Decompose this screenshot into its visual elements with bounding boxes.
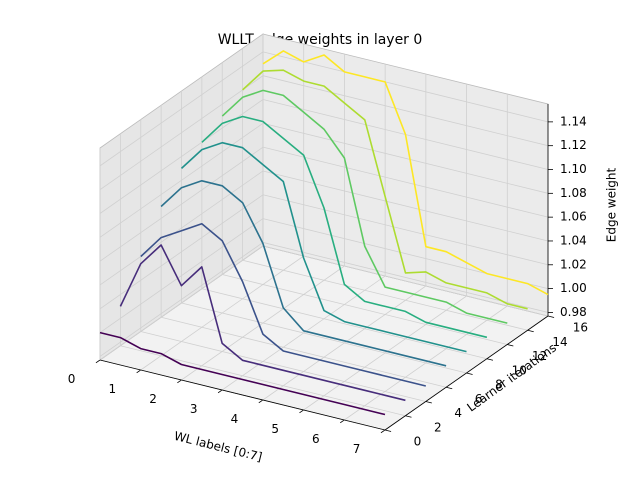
y-tick-label: 12 [532, 349, 547, 363]
z-tick-label: 1.12 [560, 138, 587, 152]
z-tick-label: 1.00 [560, 281, 587, 295]
series-line [140, 223, 426, 387]
grid-line [181, 302, 467, 374]
series-line [119, 244, 406, 402]
grid-line [99, 51, 264, 167]
x-tick-label: 6 [312, 432, 320, 446]
x-tick [258, 399, 264, 404]
x-axis-line [99, 359, 386, 431]
y-axis-line [384, 315, 549, 431]
z-tick-label: 1.10 [560, 162, 587, 176]
grid-line [140, 331, 426, 402]
x-tick [299, 409, 304, 414]
grid-line [99, 218, 264, 333]
x-tick-label: 3 [190, 402, 198, 416]
grid-line [242, 259, 528, 331]
y-tick-label: 10 [512, 363, 527, 377]
grid-line [99, 146, 264, 262]
grid-line [222, 274, 508, 345]
y-tick [547, 315, 555, 318]
x-tick-label: 7 [353, 442, 361, 456]
y-tick [405, 415, 412, 418]
z-tick-label: 1.02 [560, 257, 587, 271]
grid-line [99, 242, 264, 357]
series-line [262, 50, 549, 296]
y-tick-label: 6 [475, 392, 483, 406]
y-tick [486, 358, 494, 361]
grid-line [99, 75, 264, 191]
y-tick [446, 386, 453, 390]
grid-line [161, 316, 447, 388]
x-tick-label: 0 [68, 372, 76, 386]
x-tick [177, 379, 182, 384]
z-tick-label: 1.06 [560, 210, 587, 224]
y-tick [425, 401, 432, 404]
y-tick-label: 4 [454, 406, 462, 420]
z-tick-label: 1.14 [560, 114, 587, 128]
y-tick-label: 14 [552, 335, 567, 349]
x-tick [95, 359, 101, 364]
y-tick-label: 0 [414, 435, 422, 449]
y-tick-label: 8 [495, 378, 503, 392]
y-tick [507, 344, 514, 347]
y-tick [466, 372, 473, 375]
x-axis-label: WL labels [0:7] [173, 429, 264, 464]
z-tick-label: 1.08 [560, 186, 587, 200]
x-tick-label: 5 [271, 422, 279, 436]
y-tick [527, 329, 534, 333]
grid-line [262, 170, 549, 242]
series-line [242, 69, 528, 310]
grid-line [262, 75, 549, 147]
series-line [99, 331, 386, 416]
grid-line [262, 122, 549, 194]
series-line [180, 141, 467, 353]
y-tick-label: 16 [573, 321, 588, 335]
panes [95, 33, 555, 434]
series-line [160, 180, 447, 367]
z-axis-label: Edge weight [605, 167, 619, 242]
series-line [221, 89, 508, 324]
x-tick-label: 4 [231, 412, 239, 426]
y-tick [384, 429, 392, 432]
grid-line [99, 122, 264, 238]
grid-line [99, 194, 264, 310]
x-tick [217, 389, 223, 394]
z-tick-label: 1.04 [560, 233, 587, 247]
plot-area [99, 50, 549, 416]
x-tick-label: 1 [108, 382, 116, 396]
series-line [201, 115, 488, 339]
z-tick-label: 0.98 [560, 305, 587, 319]
x-tick [380, 429, 386, 434]
grid-line [262, 245, 549, 317]
x-tick [339, 419, 345, 424]
grid-line [262, 51, 549, 123]
grid-line [262, 146, 549, 218]
grid-line [99, 170, 264, 286]
y-tick-label: 2 [434, 420, 442, 434]
x-tick-label: 2 [149, 392, 157, 406]
grid-line [262, 194, 549, 266]
x-tick [136, 369, 141, 374]
